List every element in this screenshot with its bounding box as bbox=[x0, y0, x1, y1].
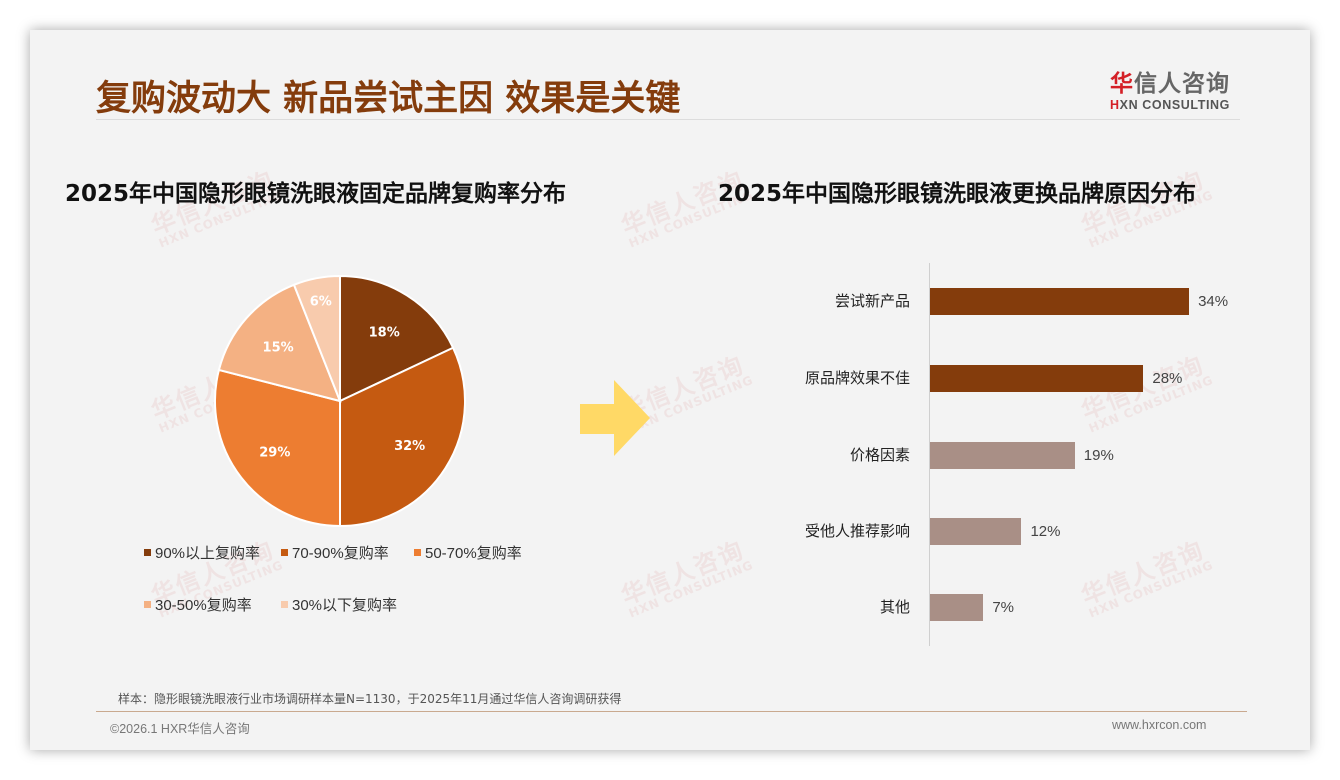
website-link[interactable]: www.hxrcon.com bbox=[1112, 718, 1207, 732]
pie-slice bbox=[339, 274, 455, 403]
pie-slice-label: 15% bbox=[263, 340, 294, 355]
pie-chart-title: 2025年中国隐形眼镜洗眼液固定品牌复购率分布 bbox=[65, 181, 567, 207]
logo-en-first: H bbox=[1110, 98, 1120, 112]
bar-row: 尝试新产品 34% bbox=[730, 288, 1290, 315]
bar-value: 7% bbox=[992, 599, 1015, 616]
company-logo: 华信人咨询 HXN CONSULTING bbox=[1110, 64, 1250, 112]
page-title: 复购波动大 新品尝试主因 效果是关键 bbox=[96, 79, 681, 119]
pie-chart: 18% 32% 29% 15% 6% bbox=[214, 274, 466, 528]
slide: 复购波动大 新品尝试主因 效果是关键 华信人咨询 HXN CONSULTING … bbox=[30, 30, 1310, 750]
bar-chart: 尝试新产品 34% 原品牌效果不佳 28% 价格因素 19% 受他人推荐影响 12% 其他 7% bbox=[730, 260, 1290, 650]
pie-slice bbox=[292, 274, 341, 402]
legend-swatch bbox=[414, 548, 421, 556]
bar-value: 34% bbox=[1198, 293, 1229, 310]
pie-slice bbox=[217, 283, 342, 403]
legend-swatch bbox=[144, 600, 151, 608]
pie-slice-label: 32% bbox=[394, 439, 425, 454]
footer-divider bbox=[96, 711, 1247, 712]
bar bbox=[930, 518, 1022, 545]
legend-swatch bbox=[281, 548, 288, 556]
copyright: ©2026.1 HXR华信人咨询 bbox=[110, 722, 250, 736]
bar-row: 原品牌效果不佳 28% bbox=[730, 365, 1290, 392]
logo-en-rest: XN CONSULTING bbox=[1119, 98, 1230, 112]
bar-row: 受他人推荐影响 12% bbox=[730, 518, 1290, 545]
legend-item: 30%以下复购率 bbox=[281, 594, 397, 615]
title-divider bbox=[96, 119, 1240, 120]
legend-label: 90%以上复购率 bbox=[155, 545, 261, 562]
bar-label: 价格因素 bbox=[849, 447, 910, 464]
pie-slice bbox=[214, 368, 341, 528]
bar-label: 尝试新产品 bbox=[834, 293, 910, 310]
sample-note: 样本：隐形眼镜洗眼液行业市场调研样本量N=1130，于2025年11月通过华信人… bbox=[118, 692, 622, 706]
bar-row: 价格因素 19% bbox=[730, 442, 1290, 469]
legend-item: 70-90%复购率 bbox=[281, 542, 389, 563]
logo-en: HXN CONSULTING bbox=[1110, 98, 1250, 112]
logo-cn-first: 华 bbox=[1110, 71, 1134, 97]
bar-label: 受他人推荐影响 bbox=[804, 523, 910, 540]
legend-label: 30-50%复购率 bbox=[155, 597, 252, 614]
pie-slice bbox=[339, 346, 466, 528]
bar-label: 原品牌效果不佳 bbox=[804, 370, 910, 387]
bar-value: 12% bbox=[1030, 523, 1061, 540]
bar-chart-axis bbox=[929, 263, 930, 646]
bar-row: 其他 7% bbox=[730, 594, 1290, 621]
bar bbox=[930, 288, 1190, 315]
bar bbox=[930, 442, 1075, 469]
pie-slice-label: 18% bbox=[369, 325, 400, 340]
bar bbox=[930, 365, 1144, 392]
bar-value: 28% bbox=[1152, 370, 1183, 387]
logo-cn-rest: 信人咨询 bbox=[1134, 71, 1230, 97]
pie-slice-label: 6% bbox=[310, 294, 332, 309]
bar bbox=[930, 594, 984, 621]
bar-chart-title: 2025年中国隐形眼镜洗眼液更换品牌原因分布 bbox=[718, 181, 1197, 207]
legend-item: 50-70%复购率 bbox=[414, 542, 522, 563]
legend-label: 70-90%复购率 bbox=[292, 545, 389, 562]
bar-label: 其他 bbox=[879, 599, 910, 616]
pie-slice-label: 29% bbox=[259, 446, 290, 461]
legend-swatch bbox=[144, 548, 151, 556]
arrow-right-icon bbox=[580, 380, 650, 456]
legend-swatch bbox=[281, 600, 288, 608]
legend-label: 50-70%复购率 bbox=[425, 545, 522, 562]
logo-cn: 华信人咨询 bbox=[1110, 64, 1250, 98]
legend-item: 90%以上复购率 bbox=[144, 542, 260, 563]
bar-value: 19% bbox=[1083, 447, 1114, 464]
legend-label: 30%以下复购率 bbox=[292, 597, 398, 614]
legend-item: 30-50%复购率 bbox=[144, 594, 252, 615]
